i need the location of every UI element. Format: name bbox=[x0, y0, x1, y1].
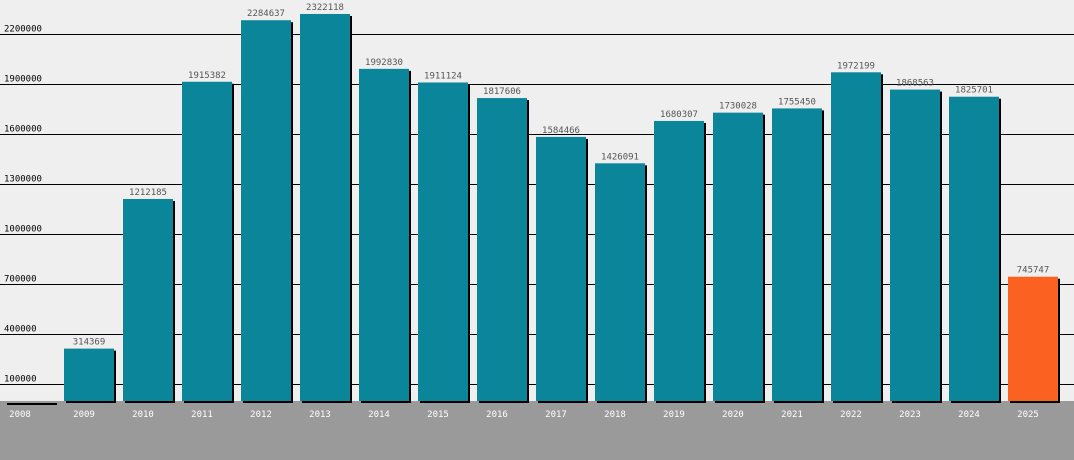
x-tick-label: 2021 bbox=[781, 410, 803, 420]
x-tick-label: 2013 bbox=[309, 410, 331, 420]
x-tick-label: 2020 bbox=[722, 410, 744, 420]
y-tick-label: 1000000 bbox=[4, 225, 42, 235]
bars: 314369 1212185 1915382 2284637 2322118 199283… bbox=[7, 3, 1060, 405]
data-label: 2284637 bbox=[247, 9, 285, 19]
bar bbox=[713, 112, 763, 402]
x-tick-label: 2014 bbox=[368, 410, 390, 420]
data-label: 2322118 bbox=[306, 3, 344, 13]
bar bbox=[536, 136, 586, 401]
data-label: 1915382 bbox=[188, 71, 226, 81]
bar bbox=[477, 98, 527, 401]
y-tick-label: 1600000 bbox=[4, 125, 42, 135]
bar bbox=[64, 348, 114, 401]
data-label: 1680307 bbox=[660, 110, 698, 120]
data-label: 1972199 bbox=[837, 61, 875, 71]
data-label: 1992830 bbox=[365, 58, 403, 68]
x-tick-label: 2017 bbox=[545, 410, 567, 420]
x-tick-label: 2012 bbox=[250, 410, 272, 420]
x-tick-label: 2016 bbox=[486, 410, 508, 420]
data-label: 1755450 bbox=[778, 97, 816, 107]
data-label: 1426091 bbox=[601, 152, 639, 162]
y-tick-label: 1300000 bbox=[4, 175, 42, 185]
data-label: 1212185 bbox=[129, 188, 167, 198]
data-label: 745747 bbox=[1017, 266, 1050, 276]
bar bbox=[359, 68, 409, 401]
x-tick-label: 2018 bbox=[604, 410, 626, 420]
x-tick-label: 2024 bbox=[958, 410, 980, 420]
x-tick-label: 2019 bbox=[663, 410, 685, 420]
bar bbox=[654, 120, 704, 402]
y-tick-label: 2200000 bbox=[4, 25, 42, 35]
bar bbox=[949, 96, 999, 402]
x-tick-label: 2011 bbox=[191, 410, 213, 420]
bar bbox=[772, 108, 822, 402]
data-label: 1817606 bbox=[483, 87, 521, 97]
bar bbox=[890, 89, 940, 402]
bar bbox=[182, 81, 232, 402]
bar bbox=[418, 82, 468, 401]
data-label: 1584466 bbox=[542, 126, 580, 136]
bar bbox=[1008, 276, 1058, 401]
bar bbox=[241, 20, 291, 401]
data-label: 1911124 bbox=[424, 71, 462, 81]
x-tick-label: 2015 bbox=[427, 410, 449, 420]
x-tick-labels: 2008 2009 2010 2011 2012 2013 2014 2015 2016 2017… bbox=[9, 410, 1039, 420]
bar bbox=[595, 163, 645, 401]
y-tick-label: 100000 bbox=[4, 375, 37, 385]
x-tick-label: 2008 bbox=[9, 410, 31, 420]
x-tick-label: 2023 bbox=[899, 410, 921, 420]
x-axis-band bbox=[0, 401, 1074, 460]
data-label: 314369 bbox=[73, 338, 106, 348]
y-tick-labels: 100000 400000 700000 1000000 1300000 1600000 1… bbox=[4, 25, 42, 385]
x-tick-label: 2010 bbox=[132, 410, 154, 420]
y-tick-label: 700000 bbox=[4, 275, 37, 285]
x-tick-label: 2025 bbox=[1017, 410, 1039, 420]
bar bbox=[831, 72, 881, 401]
data-label: 1730028 bbox=[719, 102, 757, 112]
data-label: 1825701 bbox=[955, 86, 993, 96]
bar bbox=[123, 198, 173, 401]
y-tick-label: 1900000 bbox=[4, 75, 42, 85]
x-tick-label: 2009 bbox=[73, 410, 95, 420]
x-tick-label: 2022 bbox=[840, 410, 862, 420]
y-tick-label: 400000 bbox=[4, 325, 37, 335]
bar bbox=[300, 13, 350, 401]
bar-shadow bbox=[7, 403, 57, 405]
data-label: 1868563 bbox=[896, 79, 934, 89]
